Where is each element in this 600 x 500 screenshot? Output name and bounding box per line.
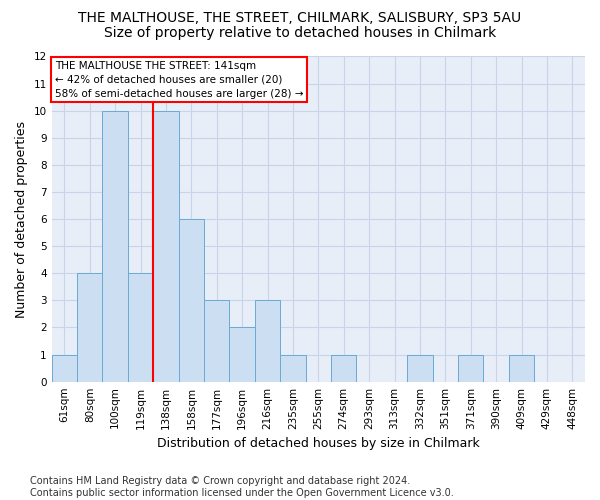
Bar: [77, 274, 103, 382]
Text: THE MALTHOUSE, THE STREET, CHILMARK, SALISBURY, SP3 5AU: THE MALTHOUSE, THE STREET, CHILMARK, SAL…: [79, 11, 521, 25]
Y-axis label: Number of detached properties: Number of detached properties: [15, 120, 28, 318]
Bar: [229, 328, 255, 382]
Text: THE MALTHOUSE THE STREET: 141sqm
← 42% of detached houses are smaller (20)
58% o: THE MALTHOUSE THE STREET: 141sqm ← 42% o…: [55, 60, 303, 98]
Text: Size of property relative to detached houses in Chilmark: Size of property relative to detached ho…: [104, 26, 496, 40]
Bar: [331, 354, 356, 382]
Bar: [458, 354, 484, 382]
Bar: [255, 300, 280, 382]
Bar: [509, 354, 534, 382]
Bar: [280, 354, 305, 382]
Text: Contains HM Land Registry data © Crown copyright and database right 2024.
Contai: Contains HM Land Registry data © Crown c…: [30, 476, 454, 498]
Bar: [153, 110, 179, 382]
Bar: [52, 354, 77, 382]
Bar: [179, 219, 204, 382]
Bar: [204, 300, 229, 382]
Bar: [103, 110, 128, 382]
Bar: [128, 274, 153, 382]
Bar: [407, 354, 433, 382]
X-axis label: Distribution of detached houses by size in Chilmark: Distribution of detached houses by size …: [157, 437, 480, 450]
